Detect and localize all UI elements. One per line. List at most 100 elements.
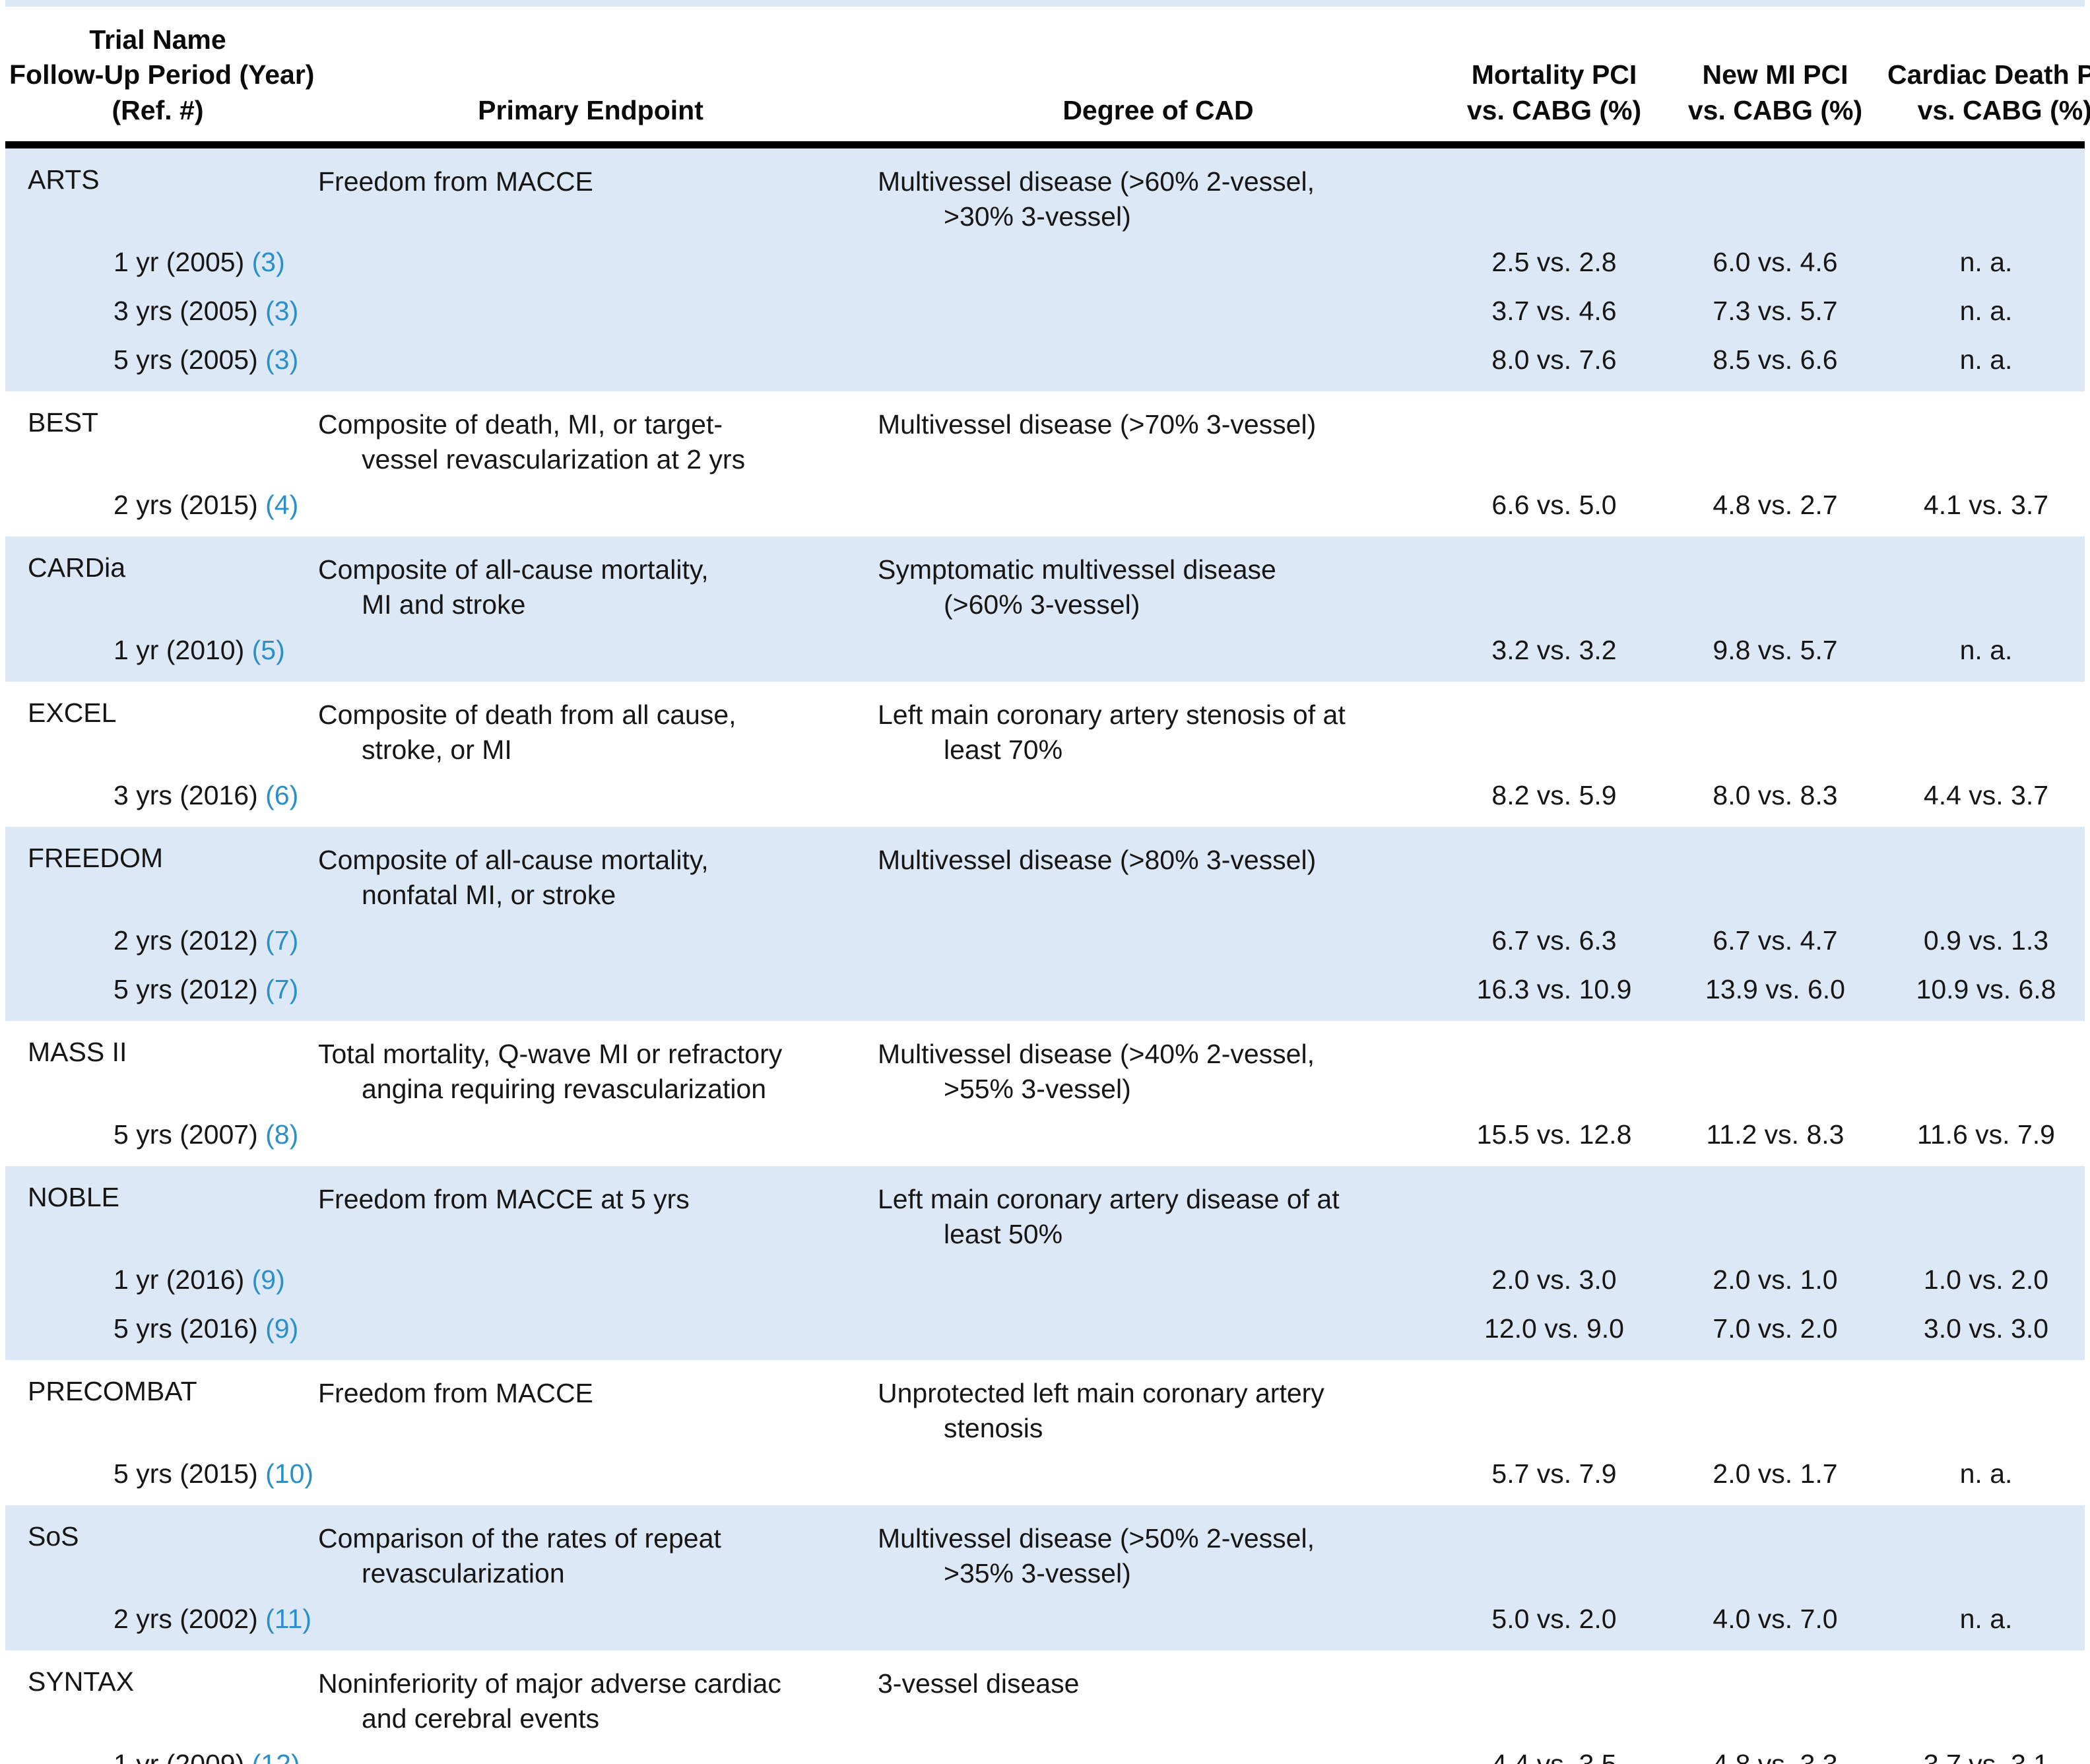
followup-period: 5 yrs (2012) (114, 974, 266, 1005)
degree-of-cad-line: 3-vessel disease (878, 1668, 1080, 1699)
column-header-primary-endpoint: Primary Endpoint (478, 94, 703, 125)
section-bottom-pad (5, 1160, 2085, 1166)
cardiac-death-value: n. a. (1959, 344, 2013, 376)
header-line: vs. CABG (%) (1687, 94, 1863, 125)
followup-period: 1 yr (2005) (114, 247, 252, 278)
followup-period: 3 yrs (2005) (114, 296, 266, 327)
primary-endpoint: Composite of all-cause mortality, MI and … (310, 552, 871, 623)
degree-of-cad-line: (>60% 3-vessel) (944, 589, 1140, 620)
degree-of-cad: Multivessel disease (>70% 3-vessel) (871, 407, 1445, 442)
mortality-value: 3.2 vs. 3.2 (1491, 635, 1617, 666)
primary-endpoint: Composite of all-cause mortality, nonfata… (310, 843, 871, 913)
trial-header-row: ARTS Freedom from MACCE Multivessel diseas… (5, 148, 2085, 238)
new-mi-value: 2.0 vs. 1.0 (1713, 1264, 1838, 1295)
reference-number: (12) (252, 1749, 300, 1764)
trial-name: CARDia (28, 552, 126, 583)
reference-number: (6) (265, 780, 299, 811)
followup-period: 1 yr (2009) (114, 1749, 252, 1764)
followup-label: 1 yr (2005) (3) (5, 247, 310, 278)
trial-header-row: NOBLE Freedom from MACCE at 5 yrs Left mai… (5, 1166, 2085, 1256)
followup-row: 5 yrs (2012) (7) 16.3 vs. 10.9 13.9 vs. 6.… (5, 965, 2085, 1014)
mortality-value: 5.7 vs. 7.9 (1491, 1458, 1617, 1489)
followup-period: 3 yrs (2016) (114, 780, 266, 811)
followup-period: 5 yrs (2016) (114, 1313, 266, 1344)
followup-label: 5 yrs (2016) (9) (5, 1313, 310, 1344)
primary-endpoint-line: stroke, or MI (362, 735, 512, 766)
section-bottom-pad (5, 385, 2085, 391)
followup-label: 3 yrs (2016) (6) (5, 780, 310, 811)
degree-of-cad: Multivessel disease (>50% 2-vessel, >35% … (871, 1521, 1445, 1592)
followup-row: 1 yr (2009) (12) 4.4 vs. 3.54.8 vs. 3.33.… (5, 1740, 2085, 1764)
degree-of-cad-line: least 50% (944, 1219, 1063, 1250)
followup-period: 2 yrs (2002) (114, 1604, 266, 1635)
mortality-value: 15.5 vs. 12.8 (1476, 1119, 1632, 1150)
trial-header-row: CARDia Composite of all-cause mortality, M… (5, 537, 2085, 626)
trial-header-row: SoS Comparison of the rates of repeat reva… (5, 1505, 2085, 1595)
new-mi-value: 6.0 vs. 4.6 (1713, 247, 1838, 278)
trials-table: Trial Name Follow-Up Period (Year) (Ref.… (5, 0, 2090, 1764)
trial-section: ARTS Freedom from MACCE Multivessel diseas… (5, 148, 2085, 391)
primary-endpoint-line: Freedom from MACCE (318, 166, 593, 197)
table-header-row: Trial Name Follow-Up Period (Year) (Ref.… (5, 7, 2090, 141)
degree-of-cad-line: Unprotected left main coronary artery (878, 1377, 1324, 1408)
header-divider-rule (5, 141, 2085, 148)
reference-number: (9) (251, 1264, 285, 1295)
trial-header-row: FREEDOM Composite of all-cause mortality,… (5, 827, 2085, 917)
followup-row: 2 yrs (2002) (11) 5.0 vs. 2.0 4.0 vs. 7.0 n… (5, 1595, 2085, 1644)
table-body: ARTS Freedom from MACCE Multivessel diseas… (5, 148, 2085, 1764)
header-line: Mortality PCI (1471, 59, 1637, 90)
followup-row: 5 yrs (2016) (9) 12.0 vs. 9.0 7.0 vs. 2.0 3… (5, 1305, 2085, 1354)
followup-label: 1 yr (2009) (12) (5, 1749, 310, 1764)
cardiac-death-value: n. a. (1959, 1604, 2013, 1635)
reference-number: (3) (265, 344, 299, 376)
followup-label: 2 yrs (2012) (7) (5, 925, 310, 956)
followup-label: 1 yr (2016) (9) (5, 1264, 310, 1295)
followup-row: 1 yr (2010) (5) 3.2 vs. 3.2 9.8 vs. 5.7 n. … (5, 626, 2085, 675)
followup-period: 1 yr (2010) (114, 635, 252, 666)
reference-number: (11) (265, 1604, 312, 1635)
primary-endpoint-line: Composite of all-cause mortality, (318, 844, 709, 875)
header-line: (Ref. #) (112, 94, 204, 125)
degree-of-cad-line: Multivessel disease (>80% 3-vessel) (878, 844, 1317, 875)
reference-number: (7) (265, 925, 299, 956)
primary-endpoint-line: Freedom from MACCE at 5 yrs (318, 1183, 690, 1214)
followup-period: 1 yr (2016) (114, 1264, 252, 1295)
column-header-mortality: Mortality PCI vs. CABG (%) (1445, 57, 1663, 128)
header-line: Trial Name (89, 24, 226, 55)
new-mi-value: 13.9 vs. 6.0 (1705, 974, 1845, 1005)
trial-header-row: SYNTAX Noninferiority of major adverse ca… (5, 1650, 2085, 1740)
degree-of-cad: Left main coronary artery stenosis of at… (871, 698, 1445, 768)
primary-endpoint: Composite of death, MI, or target-vessel… (310, 407, 871, 478)
primary-endpoint: Total mortality, Q-wave MI or refractory… (310, 1037, 871, 1107)
new-mi-value: 11.2 vs. 8.3 (1706, 1119, 1845, 1150)
primary-endpoint-line: revascularization (362, 1558, 565, 1589)
primary-endpoint-line: Composite of all-cause mortality, (318, 554, 709, 585)
primary-endpoint-line: and cerebral events (362, 1703, 600, 1734)
primary-endpoint: Freedom from MACCE (310, 1376, 871, 1411)
reference-number: (4) (265, 490, 299, 521)
followup-row: 5 yrs (2015) (10) 5.7 vs. 7.9 2.0 vs. 1.7 n… (5, 1450, 2085, 1499)
trial-name: EXCEL (28, 697, 117, 728)
trial-header-row: BEST Composite of death, MI, or target-ve… (5, 391, 2085, 481)
followup-period: 2 yrs (2012) (114, 925, 266, 956)
section-bottom-pad (5, 530, 2085, 537)
followup-period: 5 yrs (2007) (114, 1119, 266, 1150)
cardiac-death-value: 3.0 vs. 3.0 (1923, 1313, 2049, 1344)
followup-label: 5 yrs (2005) (3) (5, 344, 310, 376)
followup-row: 3 yrs (2016) (6) 8.2 vs. 5.9 8.0 vs. 8.3 4.… (5, 771, 2085, 820)
followup-period: 5 yrs (2015) (114, 1458, 266, 1489)
reference-number: (10) (265, 1458, 314, 1489)
section-bottom-pad (5, 675, 2085, 682)
cardiac-death-value: n. a. (1959, 247, 2013, 278)
trial-name: MASS II (28, 1036, 127, 1067)
cardiac-death-value: 11.6 vs. 7.9 (1917, 1119, 2055, 1150)
followup-row: 2 yrs (2015) (4) 6.6 vs. 5.0 4.8 vs. 2.7 4.… (5, 481, 2085, 530)
new-mi-value: 6.7 vs. 4.7 (1713, 925, 1838, 956)
degree-of-cad-line: >55% 3-vessel) (944, 1074, 1131, 1105)
mortality-value: 2.0 vs. 3.0 (1491, 1264, 1617, 1295)
followup-label: 5 yrs (2007) (8) (5, 1119, 310, 1150)
trial-section: SoS Comparison of the rates of repeat reva… (5, 1505, 2085, 1650)
mortality-value: 2.5 vs. 2.8 (1491, 247, 1617, 278)
section-bottom-pad (5, 1014, 2085, 1021)
column-header-trial-name: Trial Name Follow-Up Period (Year) (Ref.… (5, 22, 314, 128)
